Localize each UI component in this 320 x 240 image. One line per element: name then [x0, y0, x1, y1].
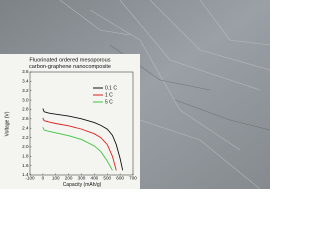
legend-label: 0.1 C: [105, 85, 117, 91]
y-tick-label: 3.2: [22, 88, 29, 93]
x-tick-label: 100: [52, 176, 60, 181]
series-line: [42, 127, 113, 171]
x-tick-label: 200: [65, 176, 73, 181]
legend-label: 1 C: [105, 92, 113, 98]
y-tick-label: 3.4: [22, 79, 29, 84]
x-tick-label: 500: [103, 176, 111, 181]
series-line: [42, 117, 117, 171]
series-line: [42, 108, 124, 171]
chart: Fluorinated ordered mesoporous carbon-gr…: [4, 57, 137, 187]
y-tick-label: 1.6: [22, 163, 29, 168]
y-tick-label: 2.6: [22, 116, 29, 121]
chart-panel: [0, 54, 140, 189]
y-tick-label: 2.0: [22, 144, 29, 149]
graphical-abstract: Fluorinated ordered mesoporous carbon-gr…: [0, 0, 270, 189]
y-tick-label: 1.4: [22, 172, 29, 177]
chart-title: Fluorinated ordered mesoporous: [29, 57, 110, 63]
chart-title: carbon-graphene nanocomposite: [29, 64, 111, 70]
x-tick-label: -100: [25, 176, 35, 181]
x-tick-label: 300: [78, 176, 86, 181]
y-tick-label: 2.4: [22, 125, 29, 130]
x-tick-label: 600: [116, 176, 124, 181]
y-axis-label: Voltage (V): [4, 111, 10, 136]
x-tick-label: 700: [129, 176, 137, 181]
legend-label: 5 C: [105, 99, 113, 105]
x-tick-label: 400: [91, 176, 99, 181]
y-tick-label: 2.8: [22, 107, 29, 112]
x-tick-label: 0: [42, 176, 45, 181]
x-axis-label: Capacity (mAh/g): [63, 182, 102, 188]
y-tick-label: 3.0: [22, 97, 29, 102]
y-tick-label: 1.8: [22, 153, 29, 158]
y-tick-label: 3.6: [22, 69, 29, 74]
y-tick-label: 2.2: [22, 135, 29, 140]
